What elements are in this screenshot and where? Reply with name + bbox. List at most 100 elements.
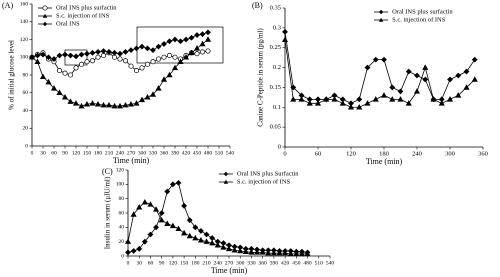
x-tick-label: 0 — [31, 150, 34, 156]
x-tick-label: 90 — [62, 150, 68, 156]
marker — [323, 96, 330, 102]
marker — [111, 49, 118, 56]
y-tick-label: 0.1 — [273, 104, 281, 111]
marker — [397, 96, 404, 102]
marker — [149, 91, 157, 97]
x-tick-label: 360 — [259, 260, 268, 266]
x-tick-label: 120 — [72, 150, 81, 156]
marker — [51, 56, 57, 62]
marker — [177, 38, 184, 45]
marker — [422, 64, 429, 70]
marker — [175, 179, 182, 186]
legend-marker — [42, 21, 48, 27]
marker — [175, 225, 182, 232]
marker — [89, 58, 96, 64]
legend-label: Oral INS plus surfactin — [392, 8, 453, 15]
marker — [29, 54, 35, 61]
x-axis-label: Time (min) — [366, 157, 403, 166]
marker — [166, 52, 173, 59]
y-tick-label: 100 — [20, 55, 29, 61]
marker — [276, 249, 283, 256]
x-tick-label: 180 — [94, 150, 103, 156]
marker — [130, 248, 137, 254]
marker — [50, 85, 58, 91]
series-line — [284, 39, 476, 108]
marker — [161, 54, 167, 60]
marker — [205, 48, 211, 54]
y-tick-label: 0 — [278, 143, 281, 150]
y-tick-label: 20 — [23, 126, 29, 132]
y-tick-label: 60 — [119, 210, 125, 216]
marker — [203, 238, 210, 244]
marker — [220, 244, 227, 250]
marker — [166, 38, 173, 45]
marker — [172, 54, 178, 60]
marker — [199, 40, 206, 47]
x-tick-label: 210 — [202, 260, 211, 266]
x-tick-label: 0 — [127, 260, 130, 266]
marker — [463, 68, 470, 75]
marker — [209, 235, 216, 241]
marker — [153, 224, 159, 231]
marker — [192, 224, 199, 231]
marker — [214, 242, 221, 248]
marker — [209, 239, 216, 246]
x-axis-label: Time (min) — [113, 156, 150, 165]
marker — [155, 43, 162, 50]
marker — [331, 96, 338, 102]
x-tick-label: 420 — [182, 150, 191, 156]
marker — [105, 101, 113, 108]
marker — [45, 78, 52, 85]
legend-marker — [223, 171, 229, 177]
marker — [254, 249, 261, 255]
marker — [166, 71, 173, 78]
x-tick-label: 240 — [214, 260, 223, 266]
x-tick-label: 240 — [116, 150, 125, 156]
x-tick-label: 150 — [180, 260, 189, 266]
marker — [62, 51, 68, 58]
marker — [116, 102, 124, 109]
marker — [56, 68, 63, 74]
y-tick-label: 0.2 — [273, 64, 281, 71]
marker — [372, 96, 379, 102]
marker — [181, 229, 188, 236]
marker — [259, 249, 266, 255]
marker — [364, 64, 371, 71]
x-tick-label: 390 — [171, 150, 180, 156]
marker — [364, 100, 371, 106]
x-tick-label: 420 — [281, 260, 290, 266]
x-tick-label: 30 — [40, 150, 46, 156]
marker — [455, 92, 462, 98]
marker — [164, 220, 171, 227]
x-tick-label: 300 — [445, 150, 455, 157]
marker — [139, 43, 145, 50]
marker — [67, 52, 74, 59]
marker — [177, 58, 184, 64]
marker — [181, 202, 188, 209]
marker — [34, 52, 41, 59]
x-tick-label: 90 — [159, 260, 165, 266]
y-tick-label: 40 — [23, 108, 29, 114]
marker — [471, 76, 478, 82]
marker — [389, 96, 396, 102]
y-tick-label: 120 — [20, 37, 29, 43]
marker — [186, 232, 193, 239]
marker — [67, 72, 74, 78]
x-tick-label: 240 — [412, 150, 422, 157]
marker — [405, 100, 412, 106]
marker — [40, 51, 46, 58]
marker — [100, 48, 107, 54]
marker — [298, 250, 305, 257]
marker — [133, 45, 140, 52]
marker — [287, 250, 294, 257]
y-tick-label: 0.3 — [273, 24, 281, 31]
x-tick-label: 30 — [136, 260, 142, 266]
x-tick-label: 180 — [191, 260, 200, 266]
x-tick-label: 510 — [315, 260, 324, 266]
marker — [356, 104, 363, 110]
marker — [61, 93, 69, 100]
marker — [203, 231, 210, 238]
marker — [141, 238, 148, 245]
marker — [122, 58, 129, 64]
